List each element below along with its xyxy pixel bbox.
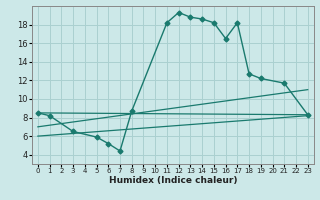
X-axis label: Humidex (Indice chaleur): Humidex (Indice chaleur) bbox=[108, 176, 237, 185]
